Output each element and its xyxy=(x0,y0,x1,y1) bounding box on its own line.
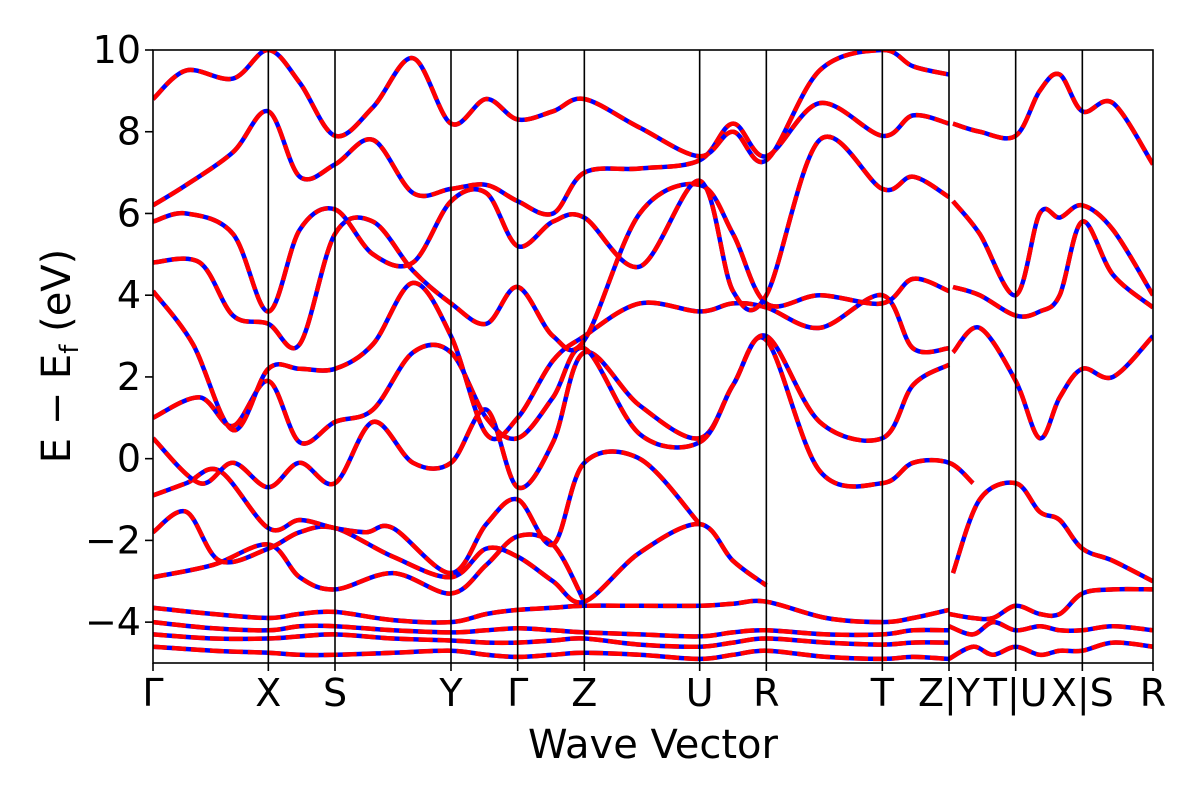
band-0-series-2 xyxy=(153,644,950,662)
y-axis-label-subscript: f xyxy=(55,344,85,354)
y-tick-label: 0 xyxy=(117,437,141,481)
band-21-series-2 xyxy=(952,71,1153,166)
y-axis-ticks: −4 −2 0 2 4 6 8 10 xyxy=(85,28,153,644)
y-tick-label: 8 xyxy=(117,110,141,154)
bands-layer xyxy=(153,50,1153,662)
band-12-series-2 xyxy=(153,100,950,217)
band-7-series-2 xyxy=(153,335,975,491)
y-tick-label: 2 xyxy=(117,355,141,399)
y-tick-label: −2 xyxy=(85,518,141,562)
band-6-series-2 xyxy=(153,449,702,576)
band-18-series-1 xyxy=(951,325,1153,441)
x-axis-label: Wave Vector xyxy=(528,722,779,768)
band-5-series-2 xyxy=(153,508,768,605)
kpoint-lines-layer xyxy=(267,50,1084,663)
band-8-series-1 xyxy=(153,333,951,450)
band-19-series-2 xyxy=(952,219,1153,319)
band-12-series-1 xyxy=(153,100,950,217)
x-tick-label: X xyxy=(255,671,281,715)
y-axis-label: E − Ef (eV) xyxy=(34,249,85,464)
band-15-series-2 xyxy=(948,619,1153,637)
band-16-series-2 xyxy=(948,586,1153,622)
x-tick-label: Γ xyxy=(507,671,528,715)
x-tick-label: R xyxy=(753,671,779,715)
band-11-series-1 xyxy=(153,134,951,314)
band-20-series-2 xyxy=(951,199,1153,298)
band-14-series-2 xyxy=(947,640,1153,661)
x-tick-label: Z|Y xyxy=(918,671,981,716)
y-tick-label: 4 xyxy=(117,273,141,317)
band-21-series-1 xyxy=(952,71,1153,166)
band-3-series-2 xyxy=(153,598,950,625)
x-tick-label: T xyxy=(870,671,895,715)
y-tick-label: −4 xyxy=(85,600,141,644)
x-tick-label: R xyxy=(1140,671,1166,715)
x-tick-label: T|U xyxy=(983,671,1048,716)
band-10-series-2 xyxy=(153,181,950,353)
x-tick-label: X|S xyxy=(1051,671,1114,716)
band-11-series-2 xyxy=(153,134,951,314)
y-tick-label: 6 xyxy=(117,191,141,235)
x-tick-label: S xyxy=(323,671,347,715)
x-tick-label: Y xyxy=(438,671,463,715)
y-axis-label-unit: (eV) xyxy=(34,249,80,345)
y-axis-label-main: E − E xyxy=(34,354,80,464)
y-tick-label: 10 xyxy=(93,28,141,72)
band-2-series-2 xyxy=(153,619,950,639)
x-tick-label: Γ xyxy=(142,671,163,715)
plot-frame xyxy=(152,49,1154,664)
band-8-series-2 xyxy=(153,333,951,450)
band-1-series-2 xyxy=(153,632,950,650)
x-axis-ticks: Γ X S Y Γ Z U R T Z|Y T|U X|S R xyxy=(142,663,1166,716)
band-4-series-2 xyxy=(153,532,587,603)
x-tick-label: U xyxy=(686,671,714,715)
band-17-series-2 xyxy=(950,480,1153,584)
band-18-series-2 xyxy=(951,325,1153,441)
x-tick-label: Z xyxy=(571,671,597,715)
